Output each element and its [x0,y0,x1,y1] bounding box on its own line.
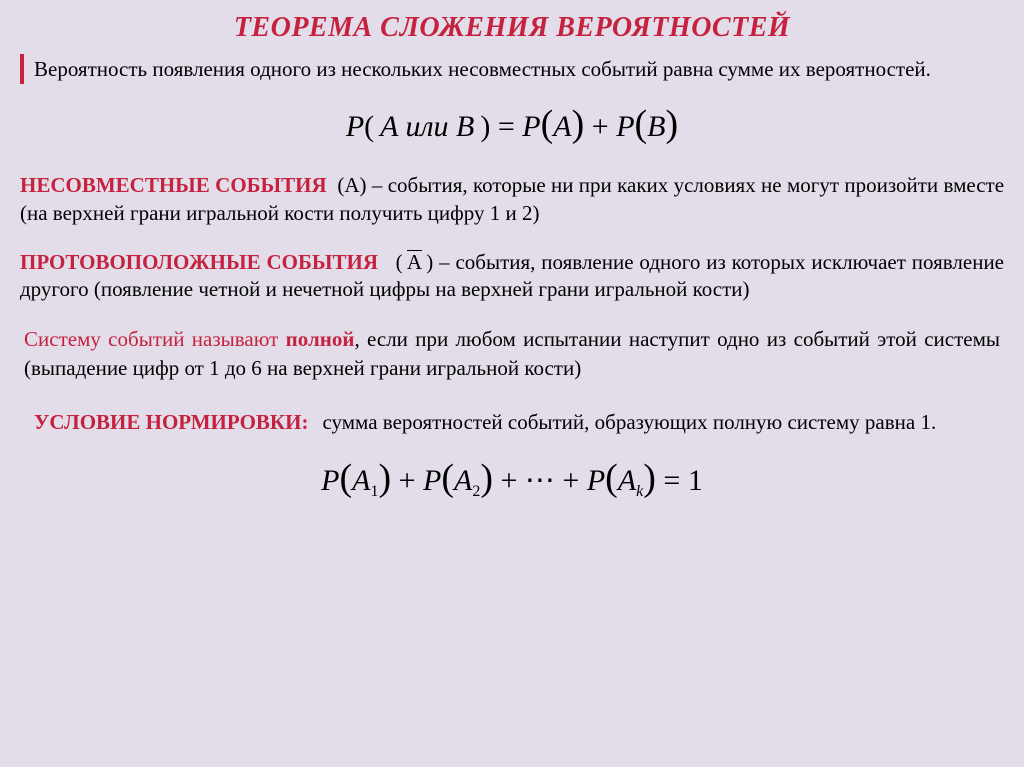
full-system-lead: Систему событий называют [24,327,286,351]
term-incompatible: НЕСОВМЕСТНЫЕ СОБЫТИЯ [20,173,327,197]
def-opposite: ПРОТОВОПОЛОЖНЫЕ СОБЫТИЯ ( А ) – события,… [20,249,1004,304]
normalization-row: УСЛОВИЕ НОРМИРОВКИ: сумма вероятностей с… [34,408,994,436]
marker-incompatible: (А) [337,173,366,197]
formula-normalization: P(A1) + P(A2) + ⋯ + P(Ak) = 1 [14,456,1010,501]
formula-addition: P( A или B ) = P(A) + P(B) [14,102,1010,146]
full-system-bold: полной [286,327,355,351]
intro-text: Вероятность появления одного из нескольк… [20,54,1004,84]
page-title: ТЕОРЕМА СЛОЖЕНИЯ ВЕРОЯТНОСТЕЙ [14,12,1010,44]
a-bar-symbol: А [407,249,422,276]
term-opposite: ПРОТОВОПОЛОЖНЫЕ СОБЫТИЯ [20,250,378,274]
full-system-text: Систему событий называют полной, если пр… [24,325,1000,382]
normalization-text: сумма вероятностей событий, образующих п… [323,408,995,436]
def-incompatible: НЕСОВМЕСТНЫЕ СОБЫТИЯ (А) – события, кото… [20,172,1004,227]
normalization-label: УСЛОВИЕ НОРМИРОВКИ: [34,408,323,436]
